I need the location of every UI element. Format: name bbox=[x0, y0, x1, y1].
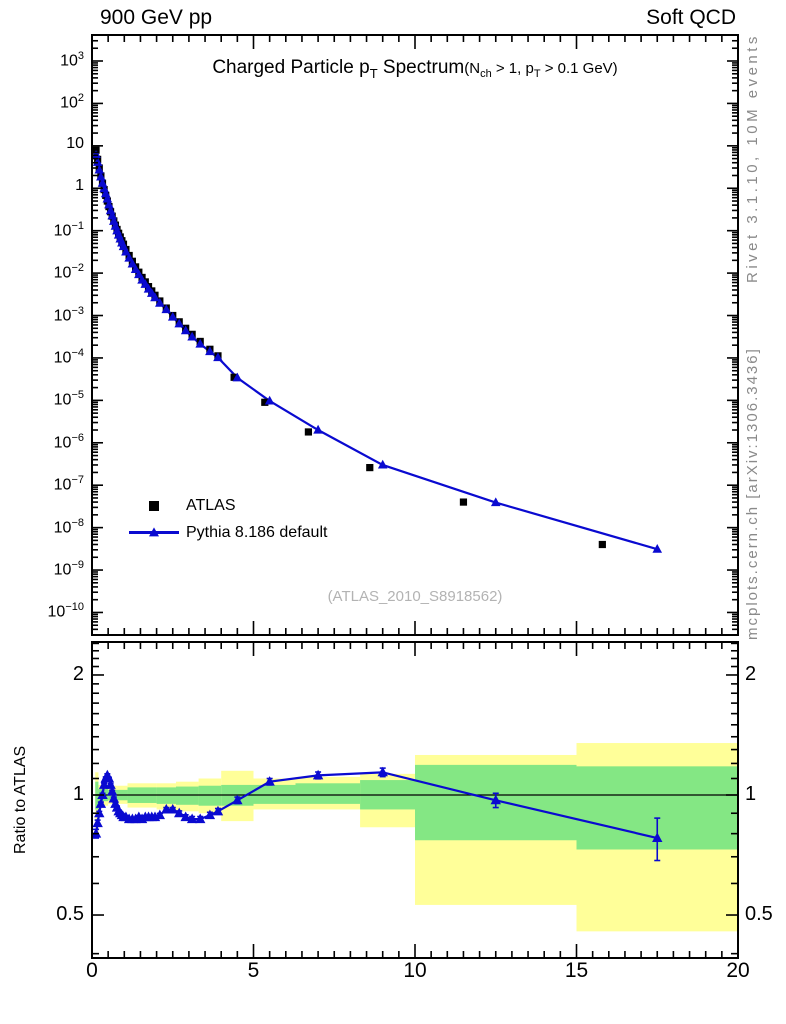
main-y-tick-label: 10−5 bbox=[53, 389, 84, 409]
main-y-tick-label: 10−8 bbox=[53, 516, 84, 536]
analysis-id-watermark: (ATLAS_2010_S8918562) bbox=[327, 588, 503, 605]
main-y-tick-label: 102 bbox=[60, 92, 84, 112]
legend-label-pythia: Pythia 8.186 default bbox=[186, 523, 328, 541]
ratio-y-tick-label-right: 2 bbox=[745, 662, 757, 685]
process-group-label: Soft QCD bbox=[646, 6, 736, 29]
blue-triangle-line-marker-icon bbox=[128, 526, 180, 536]
main-y-tick-label: 1 bbox=[75, 177, 84, 195]
main-y-tick-label: 10−2 bbox=[53, 262, 84, 282]
beam-energy-label: 900 GeV pp bbox=[100, 6, 213, 29]
mcplots-arxiv-label: mcplots.cern.ch [arXiv:1306.3436] bbox=[744, 347, 761, 640]
main-y-tick-label: 10−10 bbox=[47, 601, 84, 621]
rivet-version-label: Rivet 3.1.10, 10M events bbox=[744, 33, 761, 283]
ratio-y-tick-label-left: 0.5 bbox=[56, 903, 84, 926]
legend: ATLAS Pythia 8.186 default bbox=[128, 492, 327, 546]
main-y-tick-label: 10−4 bbox=[53, 346, 84, 367]
ratio-y-tick-label-left: 2 bbox=[72, 662, 84, 685]
main-y-tick-label: 10−9 bbox=[53, 559, 84, 579]
main-y-tick-label: 10−3 bbox=[53, 304, 84, 324]
ratio-triangle-markers bbox=[90, 766, 663, 843]
main-y-tick-label: 10−7 bbox=[53, 474, 84, 494]
plot-title-part: ch bbox=[480, 68, 492, 80]
main-y-tick-label: 10−1 bbox=[53, 219, 84, 239]
x-tick-label: 10 bbox=[403, 959, 427, 982]
plot-title: Charged Particle pT Spectrum(Nch > 1, pT… bbox=[92, 57, 738, 81]
pythia-triangle-markers bbox=[91, 149, 663, 553]
legend-label-atlas: ATLAS bbox=[186, 496, 236, 514]
main-y-tick-label: 10−6 bbox=[53, 431, 84, 452]
plot-title-part: > 1, p bbox=[491, 60, 534, 77]
x-tick-label: 15 bbox=[564, 959, 589, 982]
panel-frames bbox=[91, 34, 739, 959]
main-y-tick-label: 10 bbox=[66, 134, 84, 152]
x-tick-label: 0 bbox=[86, 959, 98, 982]
ratio-y-tick-label-left: 1 bbox=[72, 783, 84, 805]
pythia-line bbox=[94, 154, 658, 551]
main-y-tick-label: 103 bbox=[60, 50, 84, 70]
ratio-y-tick-label-right: 0.5 bbox=[745, 903, 773, 926]
legend-item-atlas: ATLAS bbox=[128, 492, 327, 519]
atlas-square-markers bbox=[92, 146, 606, 549]
plot-title-part: T bbox=[533, 68, 541, 80]
ratio-y-tick-label-right: 1 bbox=[745, 783, 757, 805]
legend-item-pythia: Pythia 8.186 default bbox=[128, 519, 327, 546]
black-square-marker-icon bbox=[128, 500, 180, 511]
x-tick-label: 5 bbox=[247, 959, 260, 982]
x-tick-label: 20 bbox=[726, 959, 750, 982]
plot-title-part: (N bbox=[464, 60, 481, 77]
plot-title-part: > 0.1 GeV) bbox=[540, 60, 618, 77]
plot-title-part: Charged Particle p bbox=[212, 57, 370, 78]
plot-title-part: T bbox=[369, 66, 378, 81]
plot-title-part: Spectrum bbox=[377, 57, 465, 78]
